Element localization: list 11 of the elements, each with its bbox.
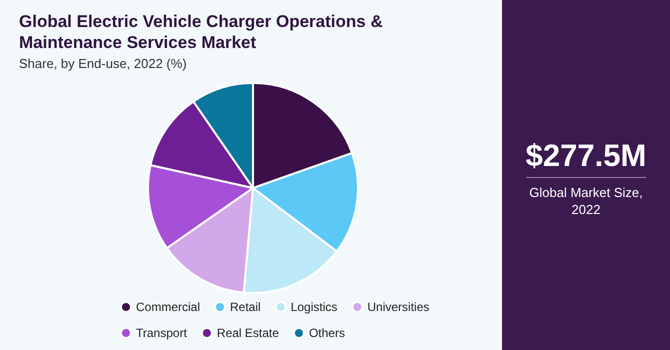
legend-label: Others	[308, 326, 345, 340]
chart-subtitle: Share, by End-use, 2022 (%)	[19, 56, 187, 71]
legend-label: Retail	[230, 300, 261, 314]
text: Global Market Size, 2022	[528, 184, 644, 218]
chart-title: Global Electric Vehicle Charger Operations & Maintenance Services Market	[19, 12, 388, 52]
legend-label: Real Estate	[216, 326, 280, 340]
legend-label: Commercial	[136, 300, 200, 314]
legend-label: Transport	[136, 326, 188, 340]
legend-label: Universities	[367, 300, 430, 314]
text: $277.5M	[524, 138, 648, 174]
legend-label: Logistics	[290, 300, 338, 314]
